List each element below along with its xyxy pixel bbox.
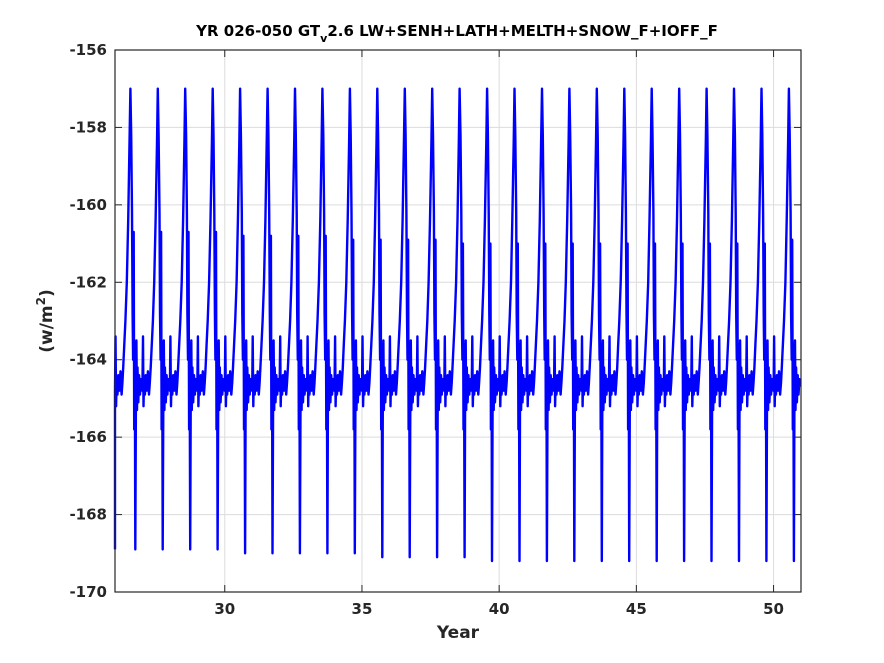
y-tick-label: -166: [69, 428, 107, 446]
y-tick-label: -160: [69, 196, 107, 214]
ticks: 30 35 40 45 50 -170 -168 -166 -164 -162 -160 -158 -1…: [69, 41, 801, 618]
y-axis-label-superscript: 2: [34, 297, 48, 305]
chart-title-subscript: v: [320, 32, 328, 45]
y-tick-label: -158: [69, 118, 107, 136]
y-tick-label: -164: [69, 351, 107, 369]
x-tick-label: 45: [626, 600, 647, 618]
y-tick-label: -168: [69, 506, 107, 524]
x-tick-label: 40: [489, 600, 510, 618]
x-tick-label: 30: [214, 600, 235, 618]
series-line: [113, 87, 802, 563]
y-tick-label: -156: [69, 41, 107, 59]
x-tick-label: 35: [352, 600, 373, 618]
y-tick-label: -170: [69, 583, 107, 601]
y-tick-label: -162: [69, 273, 107, 291]
plot-frame: [114, 49, 802, 593]
x-axis-label: Year: [436, 623, 480, 643]
y-axis-label: (w/m2): [34, 289, 57, 353]
chart-title-main: YR 026-050 GT: [195, 22, 321, 40]
y-axis-label-close: ): [37, 289, 57, 297]
chart-title: YR 026-050 GTv2.6 LW+SENH+LATH+MELTH+SNO…: [195, 22, 718, 45]
y-axis-label-main: (w/m: [37, 305, 57, 352]
chart-title-rest: 2.6 LW+SENH+LATH+MELTH+SNOW_F+IOFF_F: [327, 22, 718, 40]
x-tick-label: 50: [763, 600, 784, 618]
